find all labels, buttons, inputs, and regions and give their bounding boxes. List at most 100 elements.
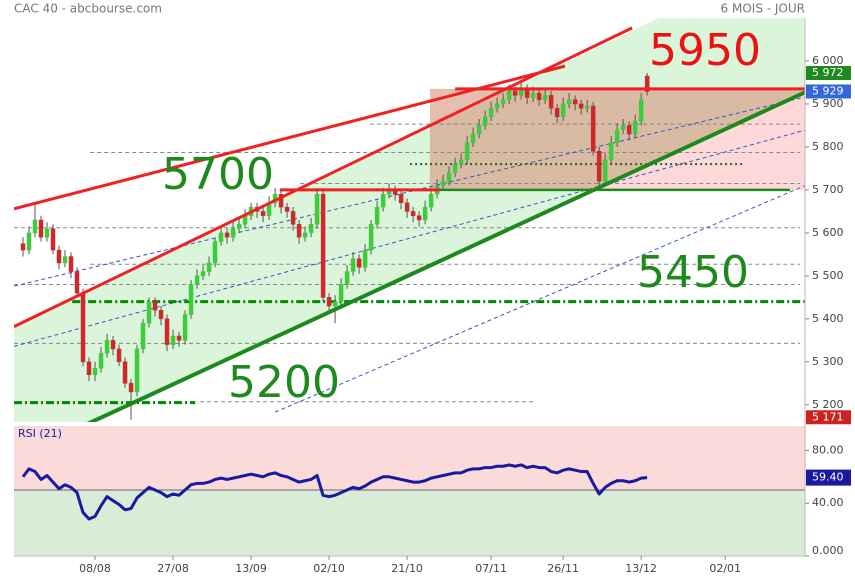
annotation: 5200	[228, 357, 340, 408]
y-tick-label: 5 800	[812, 140, 844, 153]
candle-body	[614, 129, 620, 143]
candle-body	[314, 193, 320, 225]
candle-body	[218, 232, 224, 242]
price-tag	[806, 66, 851, 81]
y-tick-label: 5 500	[812, 269, 844, 282]
y-tick-label: 5 700	[812, 183, 844, 196]
candle-body	[206, 262, 212, 272]
candle-body	[344, 271, 350, 285]
candle-body	[236, 224, 242, 229]
candle-body	[332, 301, 338, 307]
candle-body	[398, 193, 404, 204]
candle-body	[596, 150, 602, 182]
candle-body	[566, 99, 572, 105]
candle-body	[200, 271, 206, 277]
candle-body	[590, 105, 596, 152]
candle-body	[458, 159, 464, 165]
candle-body	[140, 322, 146, 350]
candle-body	[98, 352, 104, 369]
candle-body	[110, 340, 116, 350]
candle-body	[380, 193, 386, 208]
x-tick-label: 13/12	[625, 562, 657, 575]
candle-body	[446, 172, 452, 182]
candle-body	[362, 249, 368, 268]
annotation: 5700	[162, 149, 274, 200]
x-tick-label: 08/08	[79, 562, 111, 575]
drawing-line	[14, 129, 805, 347]
candle-body	[338, 284, 344, 302]
candle-body	[194, 275, 200, 285]
candle-body	[122, 361, 128, 384]
annotation: 5450	[637, 247, 749, 298]
candle-body	[476, 125, 482, 135]
x-tick-label: 27/08	[157, 562, 189, 575]
candle-body	[302, 232, 308, 238]
trend-lines	[14, 26, 805, 422]
drawing-line	[14, 64, 566, 211]
price-tag	[806, 84, 851, 99]
rsi-tick-label: 40.00	[812, 496, 844, 509]
candle-body	[500, 99, 506, 105]
candle-body	[482, 116, 488, 126]
candle-body	[440, 181, 446, 186]
y-tick-label: 5 600	[812, 226, 844, 239]
candle-body	[92, 368, 98, 375]
candle-body	[494, 103, 500, 109]
candle-body	[410, 211, 416, 216]
candle-body	[56, 249, 62, 264]
candle-body	[428, 193, 434, 208]
rsi-tick-label: 80.00	[812, 443, 844, 456]
candle-body	[260, 211, 266, 216]
candle-body	[542, 95, 548, 100]
candle-body	[20, 243, 26, 251]
candle-body	[548, 95, 554, 109]
price-tag	[806, 410, 851, 425]
candle-body	[212, 241, 218, 264]
candle-body	[176, 335, 182, 341]
candle-body	[536, 92, 542, 100]
candle-body	[50, 228, 56, 251]
candle-body	[278, 193, 284, 208]
candle-body	[74, 271, 80, 294]
candle-body	[26, 232, 32, 251]
candles	[20, 73, 650, 420]
candle-body	[146, 301, 152, 324]
candle-body	[80, 292, 86, 363]
candle-body	[308, 224, 314, 234]
x-tick-label: 26/11	[547, 562, 579, 575]
candle-body	[488, 108, 494, 118]
price-tag-label: 5 171	[812, 410, 844, 423]
rsi-last-tag	[806, 469, 851, 486]
candle-body	[86, 361, 92, 375]
drawing-line	[86, 90, 805, 422]
candle-body	[608, 142, 614, 161]
candle-body	[584, 105, 590, 109]
candle-body	[182, 314, 188, 341]
candle-body	[290, 211, 296, 225]
candle-body	[368, 224, 374, 251]
candle-body	[404, 202, 410, 212]
candle-body	[284, 206, 290, 212]
y-tick-label: 5 300	[812, 355, 844, 368]
candle-body	[296, 224, 302, 238]
price-panel	[14, 18, 805, 422]
x-tick-label: 13/09	[235, 562, 267, 575]
x-tick-label: 07/11	[475, 562, 507, 575]
candle-body	[134, 348, 140, 393]
axes: 6 000 5 900 5 800 5 700 5 600 5 500 5 400 5 300…	[14, 0, 855, 580]
candle-body	[572, 99, 578, 105]
rsi-tick-label: 0.000	[812, 544, 844, 557]
y-tick-label: 5 900	[812, 97, 844, 110]
rsi-line	[21, 463, 648, 521]
candle-body	[620, 125, 626, 130]
candle-body	[530, 92, 536, 98]
drawing-line	[14, 96, 805, 287]
candle-body	[104, 340, 110, 354]
candle-body	[164, 318, 170, 345]
rsi-panel	[14, 426, 805, 556]
candle-body	[626, 125, 632, 135]
candle-body	[638, 99, 644, 122]
candle-body	[38, 219, 44, 238]
candle-body	[578, 103, 584, 109]
